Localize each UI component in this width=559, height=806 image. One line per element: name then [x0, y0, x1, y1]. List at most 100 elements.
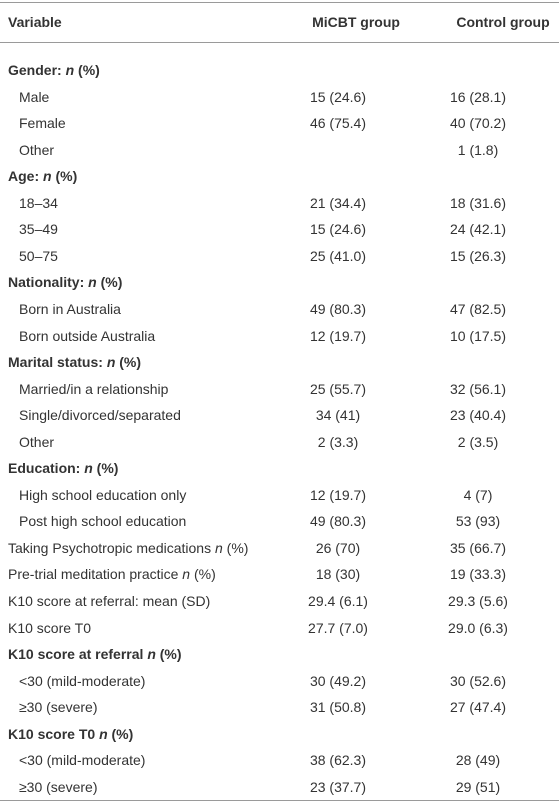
control-value: 28 (49): [455, 752, 501, 769]
micbt-value: 49 (80.3): [309, 300, 367, 317]
section-heading: Marital status: n (%): [8, 353, 141, 371]
micbt-value: 34 (41): [315, 407, 361, 424]
micbt-value: 49 (80.3): [309, 513, 367, 530]
row-label: Other: [19, 433, 54, 451]
control-value: 35 (66.7): [449, 539, 507, 556]
row-label: Married/in a relationship: [19, 380, 168, 398]
label-part: n: [182, 566, 191, 583]
label-part: Age:: [8, 168, 43, 185]
label-part: (%): [115, 354, 142, 371]
label-part: (%): [155, 646, 182, 663]
row-label: ≥30 (severe): [19, 698, 98, 716]
label-part: (%): [74, 62, 100, 78]
micbt-value: 23 (37.7): [309, 778, 367, 795]
row-label: Taking Psychotropic medications n (%): [8, 539, 248, 557]
label-part: <30 (mild-moderate): [19, 672, 146, 689]
label-part: Born in Australia: [19, 300, 121, 317]
micbt-value: 46 (75.4): [309, 115, 367, 132]
row-label: 18–34: [19, 194, 58, 212]
label-part: n: [147, 646, 156, 663]
row-label: <30 (mild-moderate): [19, 672, 145, 690]
control-value: 29 (51): [455, 778, 501, 795]
header-variable: Variable: [8, 14, 62, 30]
row-label: Female: [19, 114, 66, 132]
label-part: n: [215, 539, 223, 556]
label-part: (%): [190, 566, 216, 583]
row-label: K10 score T0: [8, 619, 91, 637]
label-part: 18–34: [19, 194, 58, 211]
label-part: K10 score at referral: mean (SD): [8, 593, 211, 609]
control-value: 24 (42.1): [449, 221, 507, 238]
label-part: Pre-trial meditation practice: [8, 566, 183, 583]
section-heading: Education: n (%): [8, 459, 118, 477]
control-value: 19 (33.3): [449, 566, 507, 583]
section-heading: Nationality: n (%): [8, 273, 122, 291]
micbt-value: 27.7 (7.0): [308, 619, 368, 636]
control-value: 4 (7): [463, 486, 493, 503]
control-value: 10 (17.5): [449, 327, 507, 344]
label-part: Married/in a relationship: [19, 380, 169, 397]
row-label: Other: [19, 141, 54, 159]
control-value: 16 (28.1): [449, 88, 507, 105]
top-rule: [0, 2, 559, 3]
label-part: 50–75: [19, 247, 58, 264]
label-part: K10 score at referral: [8, 646, 148, 663]
bottom-rule: [0, 800, 559, 801]
row-label: ≥30 (severe): [19, 778, 98, 796]
label-part: n: [99, 725, 108, 742]
control-value: 47 (82.5): [449, 300, 507, 317]
row-label: Born outside Australia: [19, 327, 155, 345]
header-micbt: MiCBT group: [312, 14, 400, 30]
label-part: (%): [222, 539, 249, 556]
label-part: n: [43, 168, 52, 185]
label-part: Other: [19, 433, 55, 450]
label-part: Single/divorced/separated: [19, 407, 181, 424]
label-part: (%): [92, 460, 119, 477]
label-part: (%): [107, 725, 134, 742]
micbt-value: 31 (50.8): [309, 699, 367, 716]
label-part: Other: [19, 141, 55, 158]
micbt-value: 25 (41.0): [309, 247, 367, 264]
control-value: 32 (56.1): [449, 380, 507, 397]
micbt-value: 12 (19.7): [309, 486, 367, 503]
label-part: n: [84, 460, 93, 477]
label-part: n: [65, 62, 75, 78]
micbt-value: 18 (30): [315, 566, 361, 583]
label-part: Education:: [8, 460, 85, 477]
label-part: Born outside Australia: [19, 327, 156, 344]
control-value: 53 (93): [455, 513, 501, 530]
control-value: 23 (40.4): [449, 407, 507, 424]
micbt-value: 38 (62.3): [309, 752, 367, 769]
row-label: Pre-trial meditation practice n (%): [8, 565, 216, 583]
row-label: <30 (mild-moderate): [19, 751, 145, 769]
label-part: (%): [96, 274, 123, 291]
label-part: Marital status:: [8, 354, 107, 371]
label-part: Male: [19, 88, 50, 105]
micbt-value: 30 (49.2): [309, 672, 367, 689]
label-part: n: [106, 354, 116, 371]
section-heading: K10 score at referral n (%): [8, 645, 182, 663]
micbt-value: 26 (70): [315, 539, 361, 556]
micbt-value: 29.4 (6.1): [308, 593, 368, 609]
label-part: ≥30 (severe): [19, 778, 98, 795]
micbt-value: 15 (24.6): [309, 88, 367, 105]
label-part: Nationality:: [8, 274, 89, 291]
label-part: K10 score T0: [8, 725, 100, 742]
control-value: 29.0 (6.3): [448, 619, 508, 636]
control-value: 15 (26.3): [449, 247, 507, 264]
label-part: <30 (mild-moderate): [19, 752, 146, 769]
control-value: 40 (70.2): [449, 115, 507, 132]
row-label: Post high school education: [19, 512, 186, 530]
micbt-value: 2 (3.3): [317, 433, 359, 450]
label-part: n: [88, 274, 97, 291]
control-value: 30 (52.6): [449, 672, 507, 689]
section-heading: K10 score T0 n (%): [8, 725, 133, 743]
label-part: ≥30 (severe): [19, 699, 98, 716]
row-label: 35–49: [19, 220, 58, 238]
label-part: Post high school education: [19, 513, 187, 530]
control-value: 29.3 (5.6): [448, 593, 508, 609]
micbt-value: 25 (55.7): [309, 380, 367, 397]
micbt-value: 12 (19.7): [309, 327, 367, 344]
control-value: 27 (47.4): [449, 699, 507, 716]
